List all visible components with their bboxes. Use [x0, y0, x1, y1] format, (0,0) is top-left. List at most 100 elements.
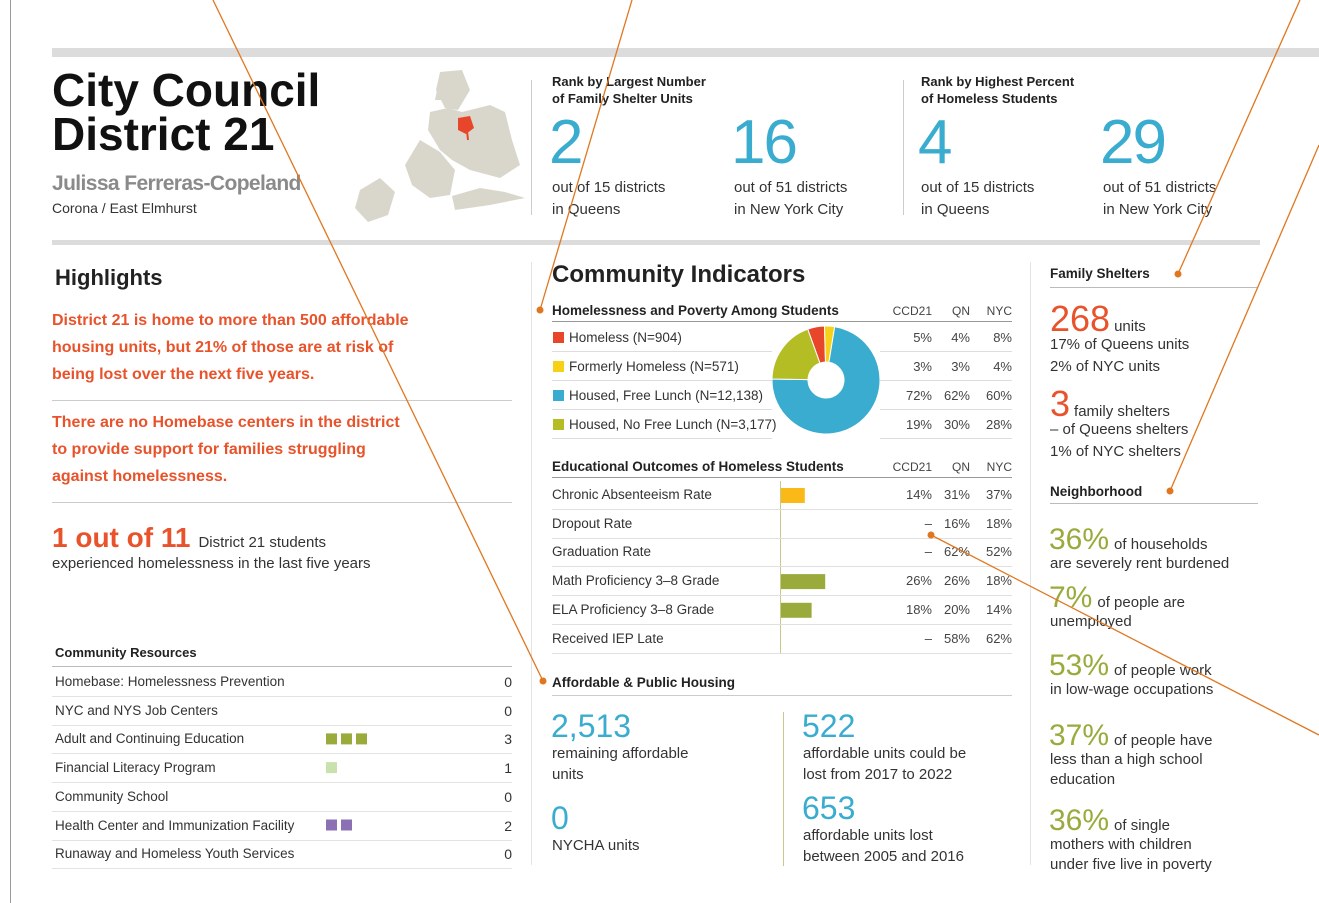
resource-count: 2	[504, 817, 512, 834]
legend-swatch	[553, 419, 564, 430]
stat-value: 3	[1050, 383, 1071, 424]
column-header: NYC	[986, 304, 1012, 318]
cell-value: 19%	[905, 417, 932, 432]
stat-text: in low-wage occupations	[1050, 681, 1214, 698]
rule	[52, 724, 512, 726]
stat-text: are severely rent burdened	[1050, 555, 1230, 572]
stat-value: 7%	[1049, 581, 1093, 614]
resource-square	[326, 819, 337, 831]
resource-count: 0	[504, 788, 512, 805]
rule	[552, 695, 1012, 696]
stat-value: 0	[551, 800, 569, 836]
nyc-map	[355, 70, 525, 222]
column-header: QN	[952, 304, 970, 318]
stat-text: 17% of Queens units	[1050, 336, 1190, 353]
rule	[52, 810, 512, 812]
rank-heading: of Family Shelter Units	[552, 91, 693, 106]
highlight-stat: 1 out of 11 District 21 students	[52, 522, 326, 559]
stat-value: 1 out of 11	[52, 522, 191, 553]
resource-name: Runaway and Homeless Youth Services	[55, 846, 295, 862]
stat-unit: units	[1114, 318, 1146, 335]
cell-value: 62%	[943, 388, 970, 403]
stat-text: mothers with children	[1050, 836, 1192, 853]
stat-text: under five live in poverty	[1050, 856, 1212, 873]
rank-text: in New York City	[1103, 201, 1213, 218]
stat-text: affordable units could be	[803, 745, 967, 762]
stat-text: lost from 2017 to 2022	[803, 766, 953, 783]
rule	[1050, 503, 1258, 504]
rank-text: out of 51 districts	[734, 179, 848, 196]
cell-value: 31%	[943, 487, 970, 502]
rank-text: out of 15 districts	[552, 179, 666, 196]
legend-swatch	[553, 332, 564, 343]
rule	[880, 351, 1012, 352]
rule	[52, 782, 512, 784]
stat-text: education	[1050, 771, 1116, 788]
cell-value: 3%	[951, 359, 970, 374]
rank-number: 4	[918, 108, 953, 177]
row-label: Housed, Free Lunch (N=12,138)	[569, 388, 763, 403]
rule	[52, 502, 512, 503]
resource-square	[341, 819, 352, 831]
stat-text: – of Queens shelters	[1050, 421, 1189, 438]
section-title: Highlights	[55, 265, 163, 290]
cell-value: 62%	[943, 544, 970, 560]
rule	[552, 409, 772, 410]
cell-value: 62%	[985, 630, 1012, 646]
rank-text: out of 51 districts	[1103, 179, 1217, 196]
column-header: CCD21	[892, 460, 932, 474]
legend-swatch	[553, 390, 564, 401]
rule	[52, 400, 512, 401]
cell-value: 4%	[951, 330, 970, 345]
stat-text: NYCHA units	[552, 837, 640, 854]
cell-value: 26%	[905, 573, 932, 589]
cell-value: 37%	[985, 487, 1012, 502]
legend-swatch	[553, 361, 564, 372]
cell-value: 8%	[993, 330, 1012, 345]
stat-text: less than a high school	[1050, 751, 1203, 768]
cell-value: 26%	[943, 573, 970, 589]
stat-text: District 21 students	[198, 534, 327, 551]
cell-value: –	[924, 544, 932, 560]
resource-name: NYC and NYS Job Centers	[55, 702, 218, 718]
cell-value: 18%	[985, 515, 1012, 531]
stat-text: 2% of NYC units	[1050, 358, 1161, 375]
stat-text: 1% of NYC shelters	[1050, 443, 1181, 460]
rule	[552, 321, 1012, 322]
row-label: Received IEP Late	[552, 630, 664, 646]
donut-slice	[771, 326, 881, 435]
stat-text: of single	[1114, 817, 1170, 834]
highlight-line: There are no Homebase centers in the dis…	[52, 414, 400, 431]
cell-value: 60%	[985, 388, 1012, 403]
stat-text: of households	[1114, 536, 1208, 553]
cell-value: 52%	[985, 544, 1012, 560]
cell-value: 14%	[905, 487, 932, 502]
rule	[52, 696, 512, 697]
stat-text: of people work	[1114, 662, 1212, 679]
stat-value: 37%	[1049, 719, 1110, 752]
rule	[552, 509, 1012, 510]
resource-count: 3	[504, 731, 512, 748]
row-label: Homeless (N=904)	[569, 330, 682, 345]
table-title: Homelessness and Poverty Among Students	[552, 303, 839, 318]
cell-value: 28%	[985, 417, 1012, 432]
area: Corona / East Elmhurst	[52, 200, 197, 216]
section-title: Community Indicators	[552, 261, 806, 288]
title-line: District 21	[52, 108, 275, 160]
title-line: City Council	[52, 64, 321, 116]
resource-square	[326, 762, 337, 774]
stat-value: 53%	[1049, 649, 1110, 682]
shelter-stat: 268 units	[1050, 300, 1146, 346]
resource-square	[341, 733, 352, 745]
stat-value: 653	[802, 790, 856, 826]
stat-value: 36%	[1049, 804, 1110, 837]
resource-count: 0	[504, 846, 512, 863]
rule	[552, 566, 1012, 568]
section-title-small: Affordable & Public Housing	[552, 675, 736, 690]
resource-name: Financial Literacy Program	[55, 760, 216, 776]
cell-value: –	[924, 515, 932, 531]
row-label: Formerly Homeless (N=571)	[569, 359, 739, 374]
